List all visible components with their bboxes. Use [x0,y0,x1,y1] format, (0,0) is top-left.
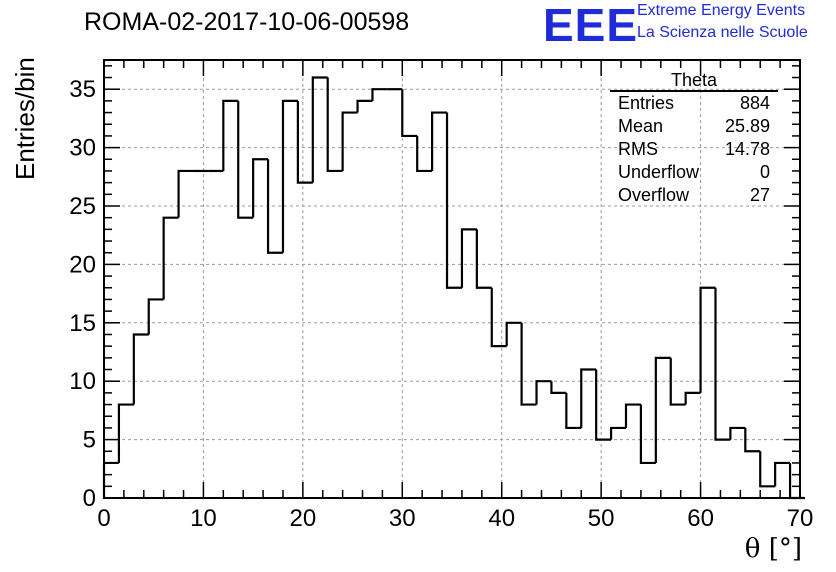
y-tick-label: 5 [83,427,96,454]
histogram-bin [550,381,567,394]
histogram-bin [654,356,671,463]
stats-label: Entries [618,93,675,113]
x-tick-label: 40 [488,505,515,532]
stats-title: Theta [610,70,778,92]
histogram-bin [281,99,298,253]
stats-label: RMS [618,139,658,159]
stats-row-overflow: Overflow 27 [610,184,778,207]
stats-row-mean: Mean 25.89 [610,115,778,138]
histogram-bin [237,100,254,219]
histogram-bin [371,88,388,101]
x-tick-label: 20 [290,505,317,532]
stats-row-rms: RMS 14.78 [610,138,778,161]
stats-label: Mean [618,116,664,136]
histogram-bin [356,99,373,113]
axis-ticks [103,60,801,499]
stats-label: Underflow [618,162,700,182]
y-tick-label: 15 [69,310,96,337]
histogram-bin [401,89,418,138]
histogram-bin [729,426,746,440]
x-tick-label: 30 [389,505,416,532]
y-tick-label: 35 [69,76,96,103]
y-axis-label: Entries/bin [10,57,40,180]
grid-lines [104,60,800,498]
histogram-bin [788,462,805,500]
histogram-bin [699,286,716,393]
stats-row-entries: Entries 884 [610,92,778,115]
histogram-bin [774,461,791,487]
histogram-bin [520,322,537,406]
histogram-bin [416,135,433,173]
x-tick-label: 70 [787,505,814,532]
histogram-bin [147,298,164,335]
histogram-bin [505,321,522,347]
logo-caption-line2: La Scienza nelle Scuole [637,24,808,41]
x-tick-label: 50 [588,505,615,532]
y-tick-label: 30 [69,135,96,162]
histogram-bin [669,357,686,406]
y-tick-label: 20 [69,251,96,278]
histogram-bin [102,461,119,498]
stats-row-underflow: Underflow 0 [610,161,778,184]
histogram-bin [326,77,343,173]
histogram-bin [431,111,448,171]
histogram-bin [595,369,612,441]
stats-value: 0 [759,162,770,182]
histogram-bin [475,229,492,289]
stats-value: 14.78 [724,139,770,159]
histogram-bin [759,451,776,488]
histogram-bin [132,333,149,405]
y-tick-label: 25 [69,193,96,220]
histogram-bin [117,403,134,463]
histogram-bin [609,426,626,440]
histogram-bin [252,158,269,218]
histogram-bin [714,287,731,441]
histogram-bars [102,76,805,500]
histogram-bin [311,76,328,183]
logo-caption-line1: Extreme Energy Events [637,2,806,19]
histogram-bin [341,111,358,171]
histogram-bin [266,159,283,254]
stats-value: 25.89 [724,116,770,136]
stats-label: Overflow [618,185,690,205]
x-tick-label: 10 [190,505,217,532]
eee-logo: EEE [543,0,639,51]
histogram-bin [296,100,313,184]
histogram-bin [639,404,656,465]
histogram-bin [445,112,462,289]
run-title: ROMA-02-2017-10-06-00598 [84,8,410,36]
x-tick-label: 60 [687,505,714,532]
stats-value: 27 [749,185,770,205]
x-tick-label: 0 [97,505,110,532]
plot-frame [103,59,801,499]
histogram-bin [580,368,597,428]
stats-box: Theta Entries 884 Mean 25.89 RMS 14.78 U… [610,70,778,207]
histogram-bin [222,99,239,171]
tick-labels: 0 10 20 30 40 50 60 70 0 5 10 15 20 25 30 35 [69,76,813,532]
histogram-bin [490,287,507,348]
x-axis-label: θ [°] [744,534,802,564]
histogram-bin [162,216,179,300]
stats-value: 884 [739,93,770,113]
histogram-bin [565,392,582,430]
y-tick-label: 10 [69,368,96,395]
histogram-bin [744,427,761,453]
histogram-bin [460,228,477,288]
histogram-bin [624,403,641,428]
histogram-bin [535,380,552,405]
histogram-bin [684,391,701,405]
histogram-bin [177,169,194,218]
y-tick-label: 0 [83,485,96,512]
